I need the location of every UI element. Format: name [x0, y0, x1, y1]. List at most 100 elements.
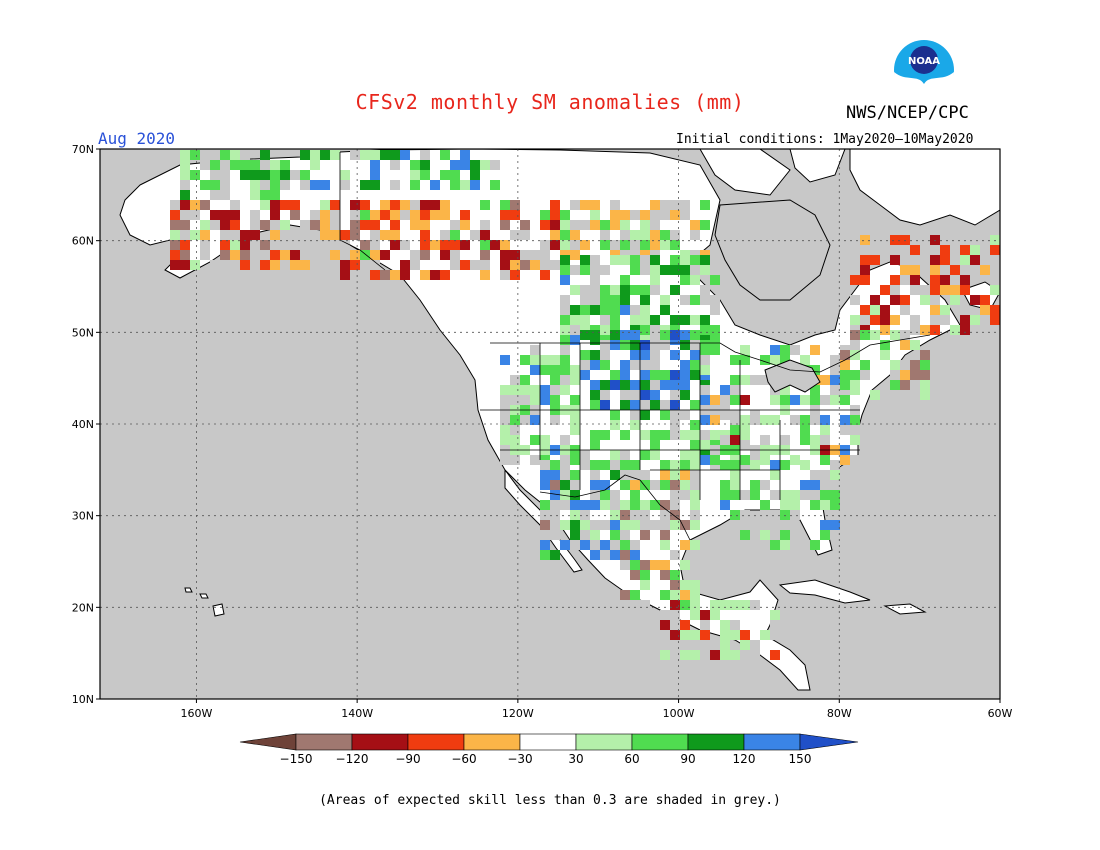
- anomaly-cell: [830, 365, 840, 375]
- anomaly-cell: [210, 210, 220, 220]
- anomaly-cell: [670, 350, 680, 360]
- anomaly-cell: [640, 500, 650, 510]
- anomaly-cell: [270, 230, 280, 240]
- anomaly-cell: [690, 460, 700, 470]
- anomaly-cell: [650, 325, 660, 335]
- anomaly-cell: [590, 440, 600, 450]
- hispaniola: [883, 603, 927, 615]
- anomaly-cell: [580, 530, 590, 540]
- anomaly-cell: [640, 295, 650, 305]
- anomaly-cell: [850, 435, 860, 445]
- anomaly-cell: [980, 305, 990, 315]
- anomaly-cell: [440, 170, 450, 180]
- anomaly-cell: [730, 420, 740, 430]
- anomaly-cell: [650, 220, 660, 230]
- anomaly-cell: [510, 455, 520, 465]
- anomaly-cell: [560, 470, 570, 480]
- anomaly-cell: [780, 365, 790, 375]
- anomaly-cell: [230, 220, 240, 230]
- anomaly-cell: [350, 210, 360, 220]
- anomaly-cell: [530, 355, 540, 365]
- anomaly-cell: [570, 220, 580, 230]
- anomaly-cell: [670, 255, 680, 265]
- anomaly-cell: [190, 200, 200, 210]
- anomaly-cell: [600, 325, 610, 335]
- anomaly-cell: [400, 210, 410, 220]
- anomaly-cell: [860, 360, 870, 370]
- anomaly-cell: [800, 365, 810, 375]
- anomaly-cell: [630, 550, 640, 560]
- anomaly-cell: [810, 395, 820, 405]
- anomaly-cell: [790, 345, 800, 355]
- anomaly-cell: [700, 630, 710, 640]
- anomaly-cell: [230, 230, 240, 240]
- anomaly-cell: [660, 510, 670, 520]
- anomaly-cell: [700, 450, 710, 460]
- anomaly-cell: [560, 275, 570, 285]
- anomaly-cell: [780, 395, 790, 405]
- anomaly-cell: [580, 305, 590, 315]
- anomaly-cell: [700, 370, 710, 380]
- anomaly-cell: [580, 220, 590, 230]
- anomaly-cell: [420, 250, 430, 260]
- anomaly-cell: [170, 210, 180, 220]
- lat-label: 50N: [72, 326, 94, 339]
- anomaly-cell: [880, 285, 890, 295]
- anomaly-cell: [870, 390, 880, 400]
- hudson-bay: [714, 199, 831, 301]
- anomaly-cell: [620, 450, 630, 460]
- anomaly-cell: [370, 210, 380, 220]
- anomaly-cell: [510, 200, 520, 210]
- anomaly-cell: [670, 590, 680, 600]
- anomaly-cell: [560, 255, 570, 265]
- anomaly-cell: [690, 360, 700, 370]
- anomaly-cell: [940, 275, 950, 285]
- lat-lon-grid: [100, 149, 1000, 699]
- anomaly-cell: [600, 460, 610, 470]
- anomaly-cell: [900, 305, 910, 315]
- anomaly-cell: [770, 460, 780, 470]
- anomaly-cell: [570, 395, 580, 405]
- anomaly-cell: [570, 415, 580, 425]
- anomaly-cell: [670, 490, 680, 500]
- anomaly-cell: [560, 385, 570, 395]
- colorbar: [239, 733, 859, 751]
- anomaly-cell: [660, 640, 670, 650]
- anomaly-cell: [850, 265, 860, 275]
- anomaly-cell: [670, 580, 680, 590]
- anomaly-cell: [330, 220, 340, 230]
- anomaly-cell: [640, 255, 650, 265]
- anomaly-cell: [610, 250, 620, 260]
- anomaly-cell: [570, 510, 580, 520]
- anomaly-cell: [810, 500, 820, 510]
- colorbar-segment: [407, 733, 465, 751]
- anomaly-cell: [860, 325, 870, 335]
- anomaly-cell: [960, 275, 970, 285]
- anomaly-cell: [260, 200, 270, 210]
- anomaly-cell: [760, 445, 770, 455]
- anomaly-cell: [590, 200, 600, 210]
- agency-label: NWS/NCEP/CPC: [846, 103, 969, 123]
- anomaly-cell: [800, 490, 810, 500]
- anomaly-cell: [790, 415, 800, 425]
- anomaly-cell: [940, 245, 950, 255]
- anomaly-cell: [630, 480, 640, 490]
- anomaly-cell: [580, 370, 590, 380]
- colorbar-labels: −150 −120 −90 −60 −30 30 60 90 120 150: [280, 752, 812, 766]
- anomaly-cell: [650, 370, 660, 380]
- anomaly-cell: [270, 210, 280, 220]
- anomaly-cell: [500, 435, 510, 445]
- anomaly-cell: [660, 240, 670, 250]
- anomaly-cell: [950, 325, 960, 335]
- anomaly-cell: [290, 200, 300, 210]
- anomaly-cell: [550, 470, 560, 480]
- anomaly-cell: [630, 540, 640, 550]
- anomaly-cell: [390, 220, 400, 230]
- anomaly-cell: [660, 570, 670, 580]
- anomaly-cell: [910, 315, 920, 325]
- colorbar-tick-label: 90: [680, 752, 695, 766]
- anomaly-cell: [440, 210, 450, 220]
- anomaly-cell: [600, 220, 610, 230]
- anomaly-cell: [570, 375, 580, 385]
- anomaly-cell: [210, 220, 220, 230]
